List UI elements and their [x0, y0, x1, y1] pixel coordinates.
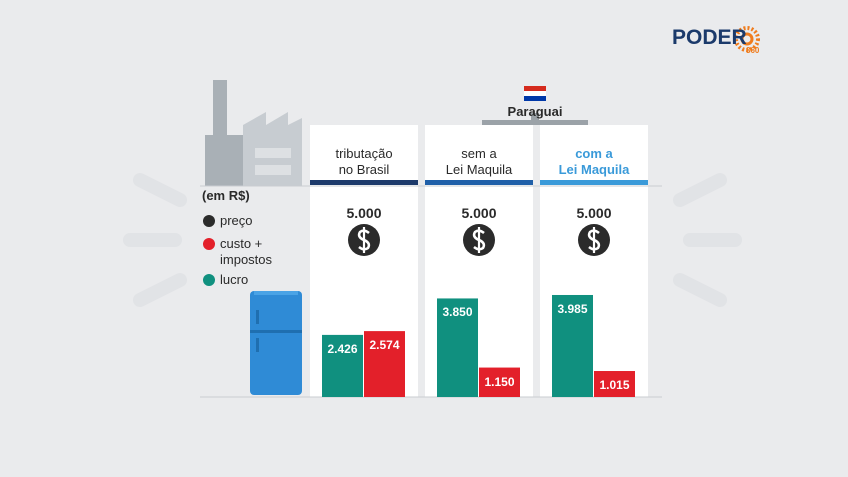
- logo-text: PODER: [672, 26, 747, 49]
- bar: [552, 294, 593, 397]
- legend-marker: [203, 215, 215, 227]
- group-bracket: [531, 113, 539, 121]
- header-underline: [425, 180, 533, 185]
- bar: [479, 367, 520, 397]
- bar: [322, 334, 363, 397]
- bar: [364, 331, 405, 397]
- background-decoration: [123, 173, 742, 307]
- bar: [437, 298, 478, 397]
- column-header: tributação no Brasil: [335, 146, 393, 177]
- bar-value-label: 3.985: [557, 301, 588, 316]
- legend-label: custo + impostos: [220, 236, 273, 267]
- unit-label: (em R$): [202, 188, 250, 203]
- bar-value-label: 3.850: [442, 305, 473, 320]
- price-label: 5.000: [461, 205, 497, 221]
- logo-number: 360: [746, 46, 760, 55]
- legend-label: preço: [220, 213, 253, 228]
- legend-marker: [203, 274, 215, 286]
- price-label: 5.000: [346, 205, 382, 221]
- legend-label: lucro: [220, 272, 249, 287]
- price-label: 5.000: [576, 205, 612, 221]
- bar-value-label: 1.150: [484, 374, 515, 389]
- column-header: sem a Lei Maquila: [445, 146, 513, 177]
- legend-marker: [203, 238, 215, 250]
- header-underline: [540, 180, 648, 185]
- header-underline: [310, 180, 418, 185]
- group-bracket: [482, 120, 588, 125]
- fridge-icon: [250, 291, 302, 395]
- group-label: Paraguai: [507, 104, 563, 119]
- factory-icon: [205, 80, 302, 186]
- bar-value-label: 1.015: [599, 378, 630, 393]
- logo-sun: [734, 26, 760, 52]
- flag-paraguay: [524, 86, 546, 101]
- bar-value-label: 2.426: [327, 341, 358, 356]
- column-header: com a Lei Maquila: [558, 146, 630, 177]
- bar: [594, 371, 635, 397]
- bar-value-label: 2.574: [369, 338, 400, 353]
